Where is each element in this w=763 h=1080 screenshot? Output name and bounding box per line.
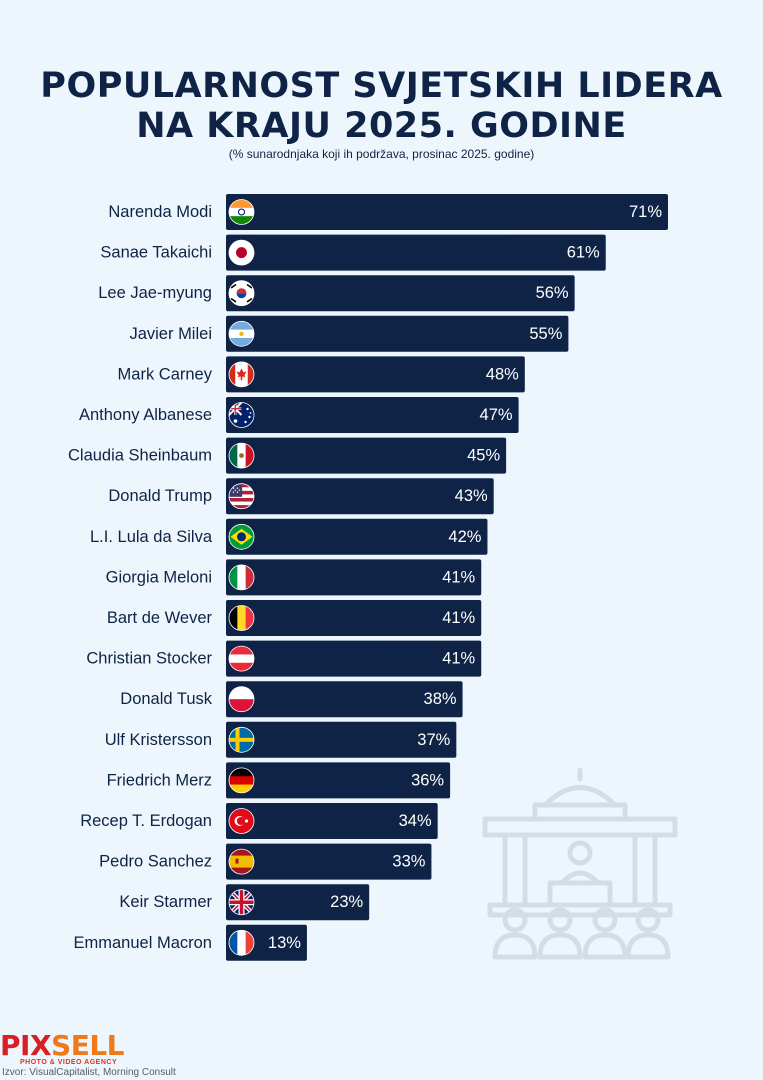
bar-16: [226, 843, 432, 880]
category-label: Claudia Sheinbaum: [68, 447, 212, 465]
data-label: 41%: [442, 568, 475, 586]
data-label: 41%: [442, 650, 475, 668]
title-line-1: POPULARNOST SVJETSKIH LIDERA: [40, 66, 723, 106]
poland-flag-icon: [228, 686, 255, 713]
argentina-flag-icon: [228, 320, 255, 347]
data-label: 61%: [567, 244, 600, 262]
bar-11: [226, 640, 482, 677]
data-label: 34%: [399, 812, 432, 830]
category-label: Keir Starmer: [119, 893, 212, 911]
bar-2: [226, 275, 575, 312]
category-label: Christian Stocker: [86, 650, 212, 668]
turkey-flag-icon: [228, 808, 255, 834]
category-label: Lee Jae-myung: [98, 284, 212, 302]
spain-flag-icon: [228, 848, 255, 875]
bar-9: [226, 559, 482, 596]
uk-flag-icon: [228, 889, 255, 916]
data-label: 33%: [392, 853, 425, 871]
logo-text-pix: PIX: [0, 1029, 52, 1062]
mexico-flag-icon: [228, 442, 255, 469]
category-label: Mark Carney: [118, 365, 213, 383]
data-label: 48%: [486, 365, 519, 383]
category-label: Javier Milei: [129, 325, 212, 343]
category-label: Sanae Takaichi: [100, 244, 212, 262]
category-label: Emmanuel Macron: [74, 934, 212, 952]
india-flag-icon: [228, 199, 255, 225]
chart-subtitle: (% sunarodnjaka koji ih podržava, prosin…: [228, 147, 535, 161]
data-label: 43%: [455, 487, 488, 505]
canada-flag-icon: [228, 361, 255, 388]
data-label: 42%: [448, 528, 481, 546]
source-note: Izvor: VisualCapitalist, Morning Consult: [2, 1067, 176, 1078]
bar-15: [226, 803, 438, 839]
bar-1: [226, 234, 606, 271]
data-label: 23%: [330, 893, 363, 911]
data-label: 41%: [442, 609, 475, 627]
bar-6: [226, 437, 507, 474]
data-label: 45%: [467, 447, 500, 465]
data-label: 13%: [268, 934, 301, 952]
category-label: Friedrich Merz: [107, 771, 212, 789]
bar-12: [226, 681, 463, 718]
chart-title: POPULARNOST SVJETSKIH LIDERA NA KRAJU 20…: [0, 66, 763, 146]
category-label: Donald Tusk: [120, 690, 212, 708]
data-label: 55%: [529, 325, 562, 343]
data-label: 47%: [480, 406, 513, 424]
pixsell-logo: PIXSELL: [0, 1029, 125, 1062]
data-label: 38%: [424, 690, 457, 708]
usa-flag-icon: [228, 483, 255, 510]
category-label: Anthony Albanese: [79, 406, 212, 424]
france-flag-icon: [228, 929, 255, 956]
south-korea-flag-icon: [228, 280, 255, 307]
data-label: 36%: [411, 771, 444, 789]
category-label: Bart de Wever: [107, 609, 213, 627]
bar-14: [226, 762, 451, 799]
belgium-flag-icon: [228, 605, 255, 631]
bar-3: [226, 315, 569, 352]
bar-4: [226, 356, 525, 393]
germany-flag-icon: [228, 767, 255, 794]
category-label: Ulf Kristersson: [105, 731, 212, 749]
data-label: 37%: [417, 731, 450, 749]
bar-13: [226, 721, 457, 758]
bar-7: [226, 478, 494, 515]
category-label: Recep T. Erdogan: [80, 812, 212, 830]
logo-tagline: PHOTO & VIDEO AGENCY: [20, 1059, 118, 1066]
japan-flag-icon: [228, 239, 255, 266]
parliament-illustration: [482, 767, 678, 960]
austria-flag-icon: [228, 645, 255, 672]
bar-10: [226, 600, 482, 636]
logo-text-sell: SELL: [51, 1029, 125, 1062]
sweden-flag-icon: [228, 726, 255, 753]
category-label: Giorgia Meloni: [106, 568, 212, 586]
data-label: 71%: [629, 203, 662, 221]
bar-17: [226, 884, 370, 921]
italy-flag-icon: [228, 564, 255, 591]
title-line-2: NA KRAJU 2025. GODINE: [136, 106, 627, 146]
category-label: Donald Trump: [108, 487, 212, 505]
bar-5: [226, 397, 519, 433]
category-label: L.I. Lula da Silva: [90, 528, 213, 546]
category-label: Pedro Sanchez: [99, 853, 212, 871]
brazil-flag-icon: [228, 523, 255, 550]
bar-0: [226, 194, 668, 230]
australia-flag-icon: [228, 402, 255, 428]
data-label: 56%: [536, 284, 569, 302]
bar-8: [226, 518, 488, 555]
category-label: Narenda Modi: [108, 203, 212, 221]
